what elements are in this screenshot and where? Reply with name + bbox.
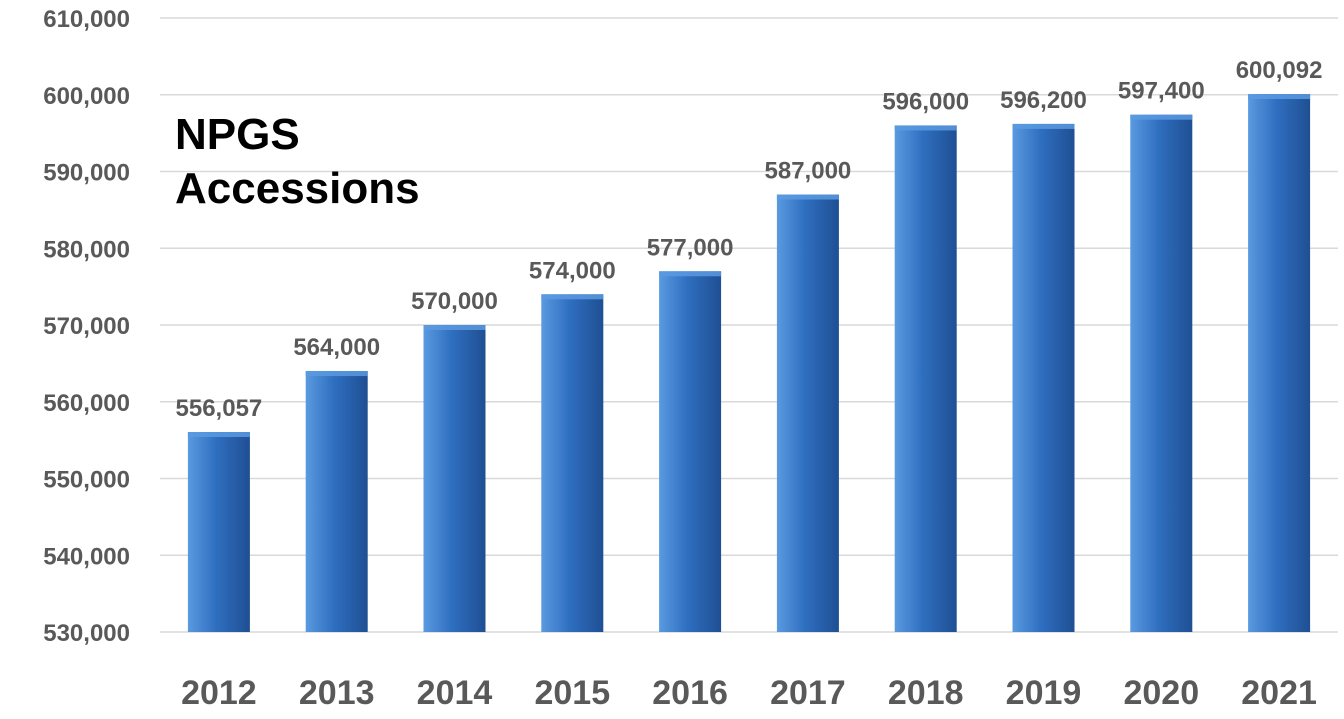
bar-2012 <box>187 432 250 632</box>
y-tick-label: 590,000 <box>43 160 130 187</box>
bar-top-highlight <box>187 432 250 438</box>
bar-top-highlight <box>776 194 839 200</box>
data-label-2019: 596,200 <box>1000 87 1087 114</box>
x-tick-label-2012: 2012 <box>181 674 257 712</box>
y-tick-label: 610,000 <box>43 6 130 33</box>
bar-top-highlight <box>541 294 604 300</box>
data-label-2012: 556,057 <box>176 395 263 422</box>
y-tick-label: 550,000 <box>43 467 130 494</box>
data-label-2017: 587,000 <box>765 158 852 185</box>
x-axis-tick-labels: 2012 2013 2014 2015 2016 2017 2018 2019 2020 2021 <box>181 674 1317 712</box>
data-label-2020: 597,400 <box>1118 78 1205 105</box>
x-tick-label-2016: 2016 <box>652 674 728 712</box>
bar-top-highlight <box>1012 123 1075 129</box>
chart-title-line-1: NPGS <box>175 110 300 159</box>
bars <box>187 94 1311 633</box>
data-label-2015: 574,000 <box>529 257 616 284</box>
y-tick-label: 570,000 <box>43 313 130 340</box>
y-tick-label: 530,000 <box>43 620 130 647</box>
data-labels: 556,057 564,000 570,000 574,000 577,000 587,0… <box>176 57 1323 422</box>
y-axis-tick-labels: 530,000 540,000 550,000 560,000 570,000 580,0… <box>43 6 130 647</box>
y-tick-label: 560,000 <box>43 390 130 417</box>
bar-top-highlight <box>1130 114 1193 120</box>
y-tick-label: 600,000 <box>43 83 130 110</box>
bar-2021 <box>1248 94 1311 633</box>
bar-top-highlight <box>423 325 486 330</box>
x-tick-label-2017: 2017 <box>770 674 846 712</box>
bar-2014 <box>423 325 486 632</box>
bar-top-highlight <box>659 271 722 277</box>
bar-2019 <box>1012 123 1075 632</box>
x-tick-label-2020: 2020 <box>1123 674 1199 712</box>
data-label-2014: 570,000 <box>411 288 498 315</box>
x-tick-label-2018: 2018 <box>888 674 964 712</box>
data-label-2018: 596,000 <box>882 88 969 115</box>
x-tick-label-2015: 2015 <box>534 674 610 712</box>
bar-2016 <box>659 271 722 632</box>
bar-2020 <box>1130 114 1193 632</box>
bar-2013 <box>305 371 368 632</box>
bar-2017 <box>776 194 839 632</box>
bar-top-highlight <box>894 125 957 131</box>
bar-top-highlight <box>1248 94 1311 100</box>
y-tick-label: 540,000 <box>43 543 130 570</box>
y-tick-label: 580,000 <box>43 236 130 263</box>
x-tick-label-2019: 2019 <box>1006 674 1082 712</box>
data-label-2013: 564,000 <box>293 334 380 361</box>
bar-2018 <box>894 125 957 632</box>
chart-title: NPGS Accessions <box>175 108 420 216</box>
bar-top-highlight <box>305 371 368 377</box>
x-tick-label-2014: 2014 <box>417 674 493 712</box>
data-label-2021: 600,092 <box>1236 57 1323 84</box>
data-label-2016: 577,000 <box>647 234 734 261</box>
bar-2015 <box>541 294 604 632</box>
x-tick-label-2013: 2013 <box>299 674 375 712</box>
x-tick-label-2021: 2021 <box>1241 674 1317 712</box>
chart-title-line-2: Accessions <box>175 164 420 213</box>
